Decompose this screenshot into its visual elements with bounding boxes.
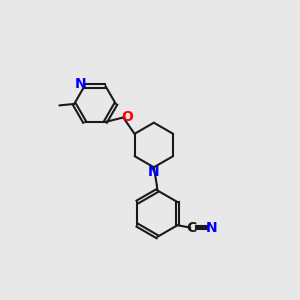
Text: O: O xyxy=(121,110,133,124)
Text: N: N xyxy=(206,220,218,235)
Text: N: N xyxy=(75,77,87,92)
Text: C: C xyxy=(187,220,197,235)
Text: N: N xyxy=(148,165,160,179)
